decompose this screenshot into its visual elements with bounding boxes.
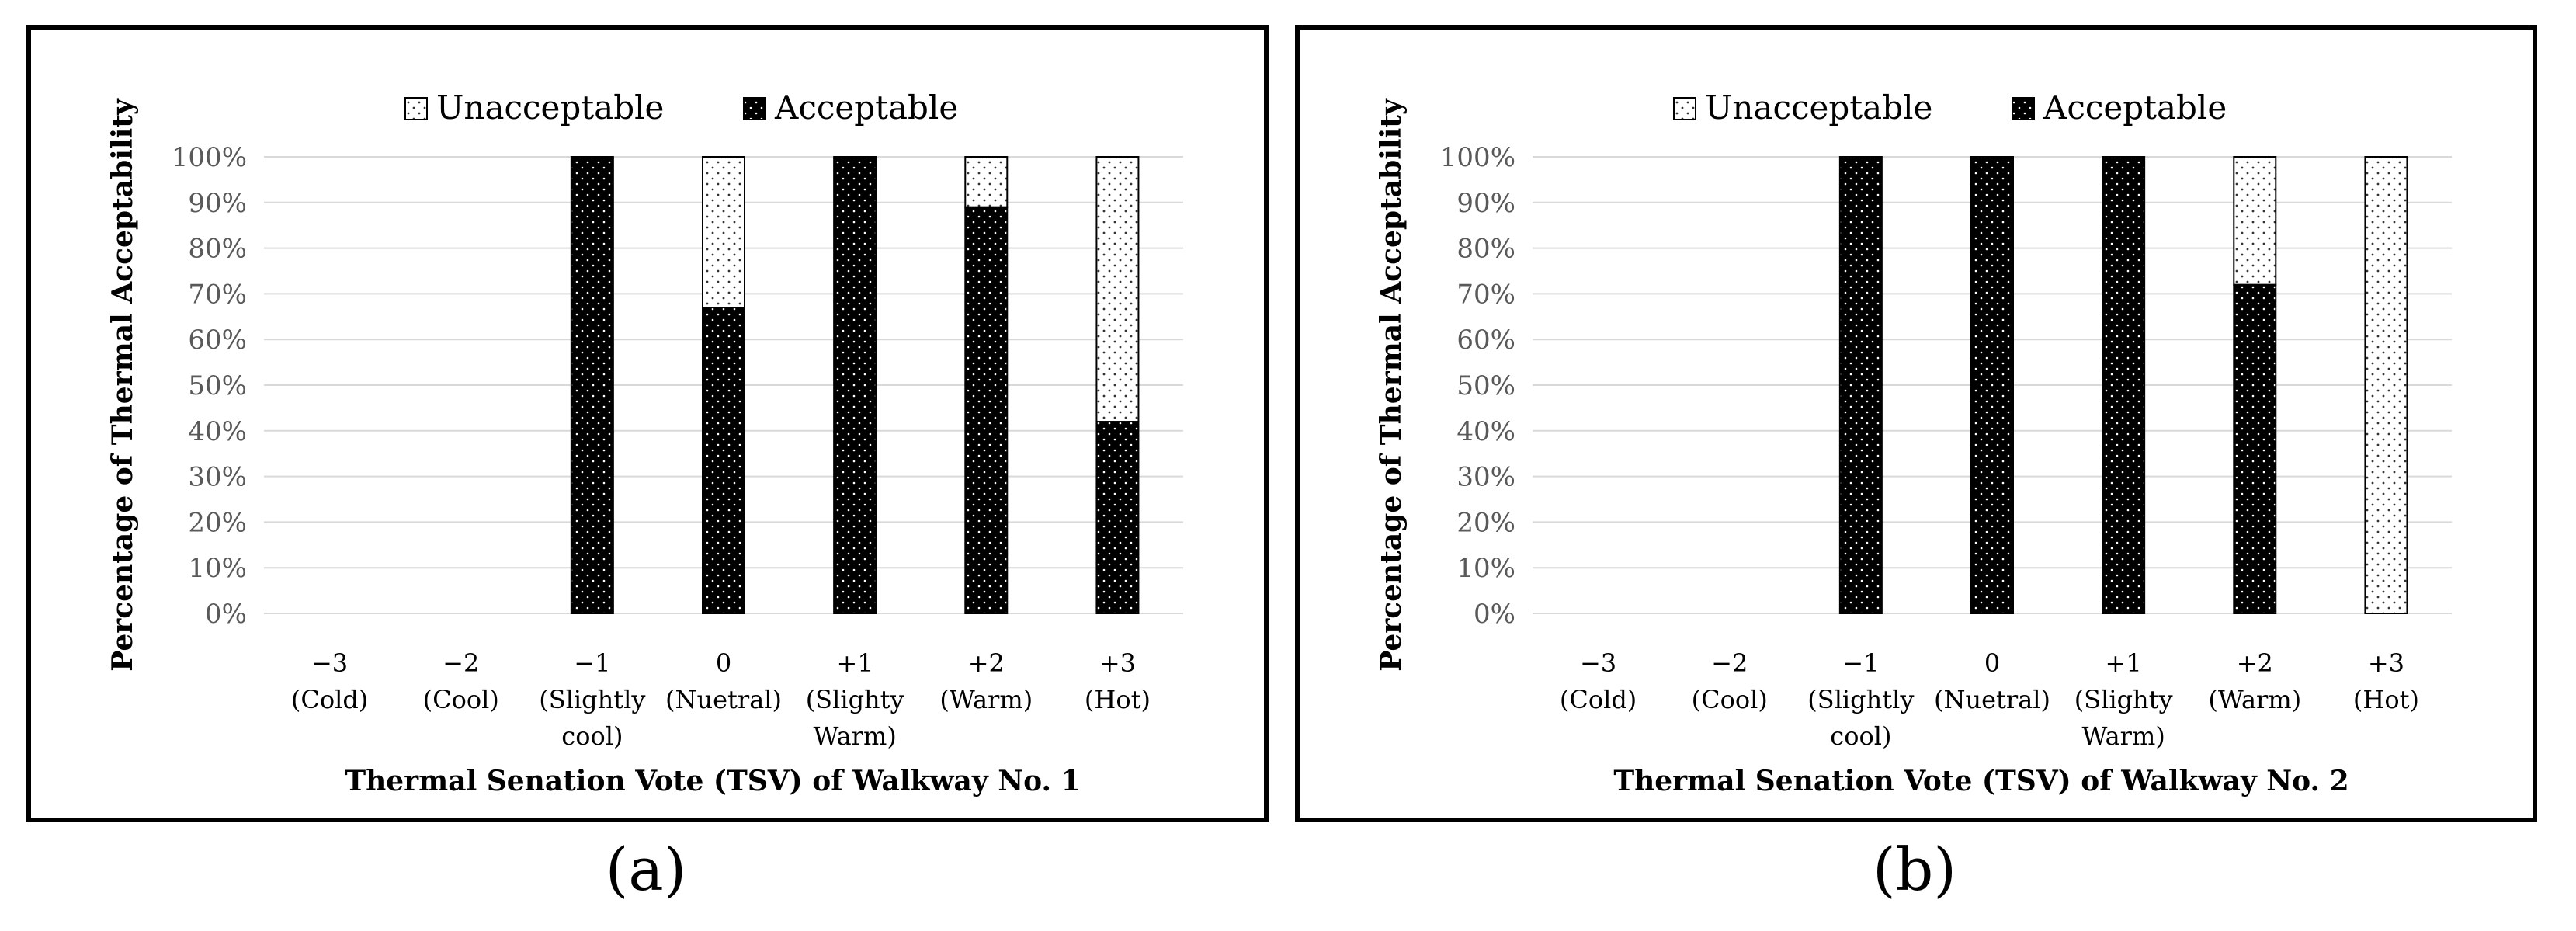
x-tick-label: (Slighty [806,685,904,714]
legend-swatch [743,97,766,120]
x-tick-label: (Cold) [1560,685,1637,714]
x-tick-label: (Cool) [423,685,499,714]
legend-label: Unacceptable [436,89,664,127]
x-tick-label: (Slightly [1807,685,1914,714]
x-tick-label: 0 [716,648,731,678]
y-tick-label: 70% [188,279,247,310]
x-tick-label: −1 [574,648,610,678]
legend-label: Unacceptable [1705,89,1932,127]
y-tick-label: 10% [188,553,247,584]
y-tick-label: 70% [1456,279,1515,310]
y-tick-label: 100% [1440,142,1515,173]
x-tick-label: (Warm) [939,685,1033,714]
x-tick-label: Warm) [813,721,896,751]
x-tick-label: (Cool) [1692,685,1768,714]
y-tick-label: 60% [1456,325,1515,356]
x-tick-label: +3 [1099,648,1136,678]
x-tick-label: −2 [1711,648,1748,678]
bar-acceptable [1838,156,1883,614]
y-tick-label: 80% [1456,234,1515,265]
y-tick-label: 40% [188,416,247,447]
legend-label: Acceptable [774,89,958,127]
x-tick-label: +1 [837,648,873,678]
y-axis-title: Percentage of Thermal Acceptability [1375,98,1408,672]
x-tick-label: (Nuetral) [1934,685,2050,714]
chart-panel-a: 0% 10% 20% 30% 40% 50% 60% 70% 80% 90% 100% −3 (Cold… [26,25,1269,822]
y-tick-label: 0% [205,599,247,630]
bar-unacceptable [702,156,745,309]
y-tick-label: 20% [188,507,247,538]
x-tick-label: (Cold) [291,685,368,714]
x-tick-label: (Nuetral) [665,685,782,714]
y-tick-label: 80% [188,234,247,265]
bar-acceptable [1095,421,1140,615]
bar-acceptable [833,156,877,614]
x-tick-label: (Slightly [539,685,645,714]
y-tick-label: 20% [1456,507,1515,538]
bar-unacceptable [1095,156,1140,423]
y-tick-label: 30% [188,462,247,493]
x-tick-label: −2 [443,648,479,678]
bar-acceptable [964,206,1009,614]
y-tick-label: 50% [188,370,247,401]
x-tick-label: +2 [2237,648,2273,678]
bar-unacceptable [964,156,1009,208]
y-tick-label: 30% [1456,462,1515,493]
x-tick-label: (Hot) [2353,685,2419,714]
bar-unacceptable [2364,156,2408,614]
x-tick-label: (Hot) [1085,685,1151,714]
x-tick-label: +2 [968,648,1005,678]
panel-label-a: (a) [605,835,687,904]
x-tick-label: +3 [2368,648,2404,678]
x-tick-label: (Warm) [2208,685,2301,714]
y-tick-label: 40% [1456,416,1515,447]
x-tick-label: Warm) [2081,721,2165,751]
bar-acceptable [2233,283,2277,614]
y-tick-label: 0% [1474,599,1515,630]
x-axis-title: Thermal Senation Vote (TSV) of Walkway N… [345,765,1080,797]
x-axis-title: Thermal Senation Vote (TSV) of Walkway N… [1613,765,2349,797]
y-tick-label: 10% [1456,553,1515,584]
x-tick-label: 0 [1984,648,2000,678]
legend-swatch [1673,97,1696,120]
y-tick-label: 60% [188,325,247,356]
chart-b: 0% 10% 20% 30% 40% 50% 60% 70% 80% 90% 100% −3 (Cold… [1375,89,2452,797]
x-tick-label: (Slighty [2074,685,2173,714]
panel-label-b: (b) [1873,835,1956,904]
y-tick-label: 90% [1456,188,1515,219]
legend-swatch [404,97,428,120]
x-tick-label: −3 [311,648,348,678]
bar-acceptable [702,307,745,614]
bar-acceptable [1970,156,2014,614]
bar-acceptable [2102,156,2146,614]
x-tick-label: cool) [1830,721,1891,751]
y-tick-label: 50% [1456,370,1515,401]
chart-a: 0% 10% 20% 30% 40% 50% 60% 70% 80% 90% 100% −3 (Cold… [106,89,1183,797]
chart-panel-b: 0% 10% 20% 30% 40% 50% 60% 70% 80% 90% 100% −3 (Cold… [1295,25,2537,822]
x-tick-label: −3 [1580,648,1616,678]
x-tick-label: cool) [561,721,623,751]
bar-unacceptable [2233,156,2277,286]
y-tick-label: 100% [172,142,247,173]
legend-swatch [2012,97,2035,120]
y-axis-title: Percentage of Thermal Acceptability [106,98,139,672]
bar-acceptable [570,156,614,614]
legend-label: Acceptable [2043,89,2227,127]
x-tick-label: +1 [2106,648,2142,678]
x-tick-label: −1 [1842,648,1879,678]
y-tick-label: 90% [188,188,247,219]
